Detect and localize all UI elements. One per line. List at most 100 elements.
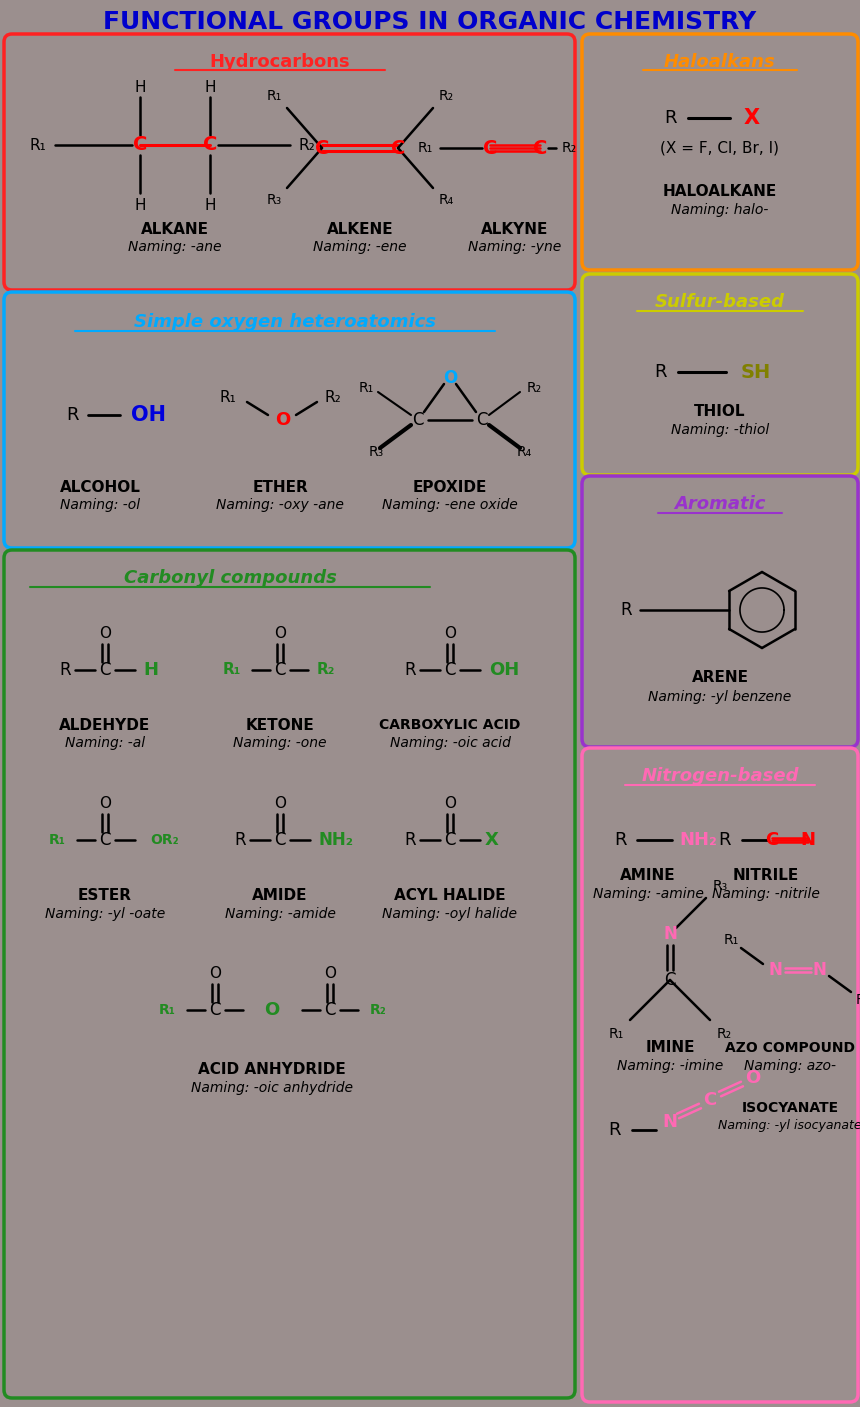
Text: R₁: R₁	[608, 1027, 624, 1041]
Text: R₂: R₂	[856, 993, 860, 1007]
Text: R₁: R₁	[223, 663, 241, 678]
Text: R: R	[614, 832, 626, 848]
Text: O: O	[275, 411, 291, 429]
Text: H: H	[144, 661, 158, 680]
Text: R₁: R₁	[417, 141, 433, 155]
Text: Naming: -imine: Naming: -imine	[617, 1059, 723, 1074]
Text: C: C	[482, 138, 497, 158]
Text: H: H	[134, 80, 145, 94]
Text: X: X	[744, 108, 760, 128]
Text: EPOXIDE: EPOXIDE	[413, 480, 487, 494]
Text: O: O	[444, 626, 456, 642]
Text: C: C	[445, 832, 456, 848]
Text: Naming: -amide: Naming: -amide	[224, 908, 335, 922]
Text: N: N	[662, 1113, 678, 1131]
Text: KETONE: KETONE	[246, 718, 315, 733]
Text: O: O	[746, 1069, 760, 1088]
Text: R₂: R₂	[324, 391, 341, 405]
Text: C: C	[99, 661, 111, 680]
Text: C: C	[274, 832, 286, 848]
Text: R₄: R₄	[439, 193, 453, 207]
Text: C: C	[664, 971, 676, 989]
Text: O: O	[274, 626, 286, 642]
Text: O: O	[99, 796, 111, 812]
Text: R₃: R₃	[368, 445, 384, 459]
Text: R: R	[65, 407, 78, 424]
Text: R₂: R₂	[298, 138, 316, 152]
Text: Naming: -ene: Naming: -ene	[313, 241, 407, 255]
Text: ACID ANHYDRIDE: ACID ANHYDRIDE	[198, 1062, 346, 1078]
Text: N: N	[768, 961, 782, 979]
Text: OH: OH	[131, 405, 165, 425]
Text: O: O	[444, 796, 456, 812]
Text: R: R	[719, 832, 731, 848]
Text: AMINE: AMINE	[620, 868, 676, 884]
Text: Naming: -ene oxide: Naming: -ene oxide	[382, 498, 518, 512]
Text: R₃: R₃	[267, 193, 281, 207]
Text: R₁: R₁	[48, 833, 65, 847]
Text: Simple oxygen heteroatomics: Simple oxygen heteroatomics	[134, 312, 436, 331]
Text: AMIDE: AMIDE	[252, 888, 308, 903]
Text: Naming: -yne: Naming: -yne	[469, 241, 562, 255]
Text: C: C	[203, 135, 218, 155]
Text: R₁: R₁	[267, 89, 281, 103]
Text: OR₂: OR₂	[150, 833, 180, 847]
Text: C: C	[315, 138, 329, 158]
Text: N: N	[663, 924, 677, 943]
Text: Naming: -yl benzene: Naming: -yl benzene	[648, 689, 791, 704]
Text: Aromatic: Aromatic	[674, 495, 765, 514]
Text: C: C	[703, 1090, 716, 1109]
Text: O: O	[274, 796, 286, 812]
Text: AZO COMPOUND: AZO COMPOUND	[725, 1041, 855, 1055]
Text: NH₂: NH₂	[679, 832, 717, 848]
Text: Hydrocarbons: Hydrocarbons	[210, 53, 350, 70]
Text: ETHER: ETHER	[252, 480, 308, 494]
Text: ALKENE: ALKENE	[327, 222, 393, 238]
Text: NITRILE: NITRILE	[733, 868, 799, 884]
Text: Naming: -nitrile: Naming: -nitrile	[712, 886, 820, 900]
Text: ACYL HALIDE: ACYL HALIDE	[394, 888, 506, 903]
Text: OH: OH	[488, 661, 519, 680]
Text: SH: SH	[740, 363, 771, 381]
Text: ALKYNE: ALKYNE	[482, 222, 549, 238]
Text: R₃: R₃	[712, 879, 728, 893]
Text: O: O	[209, 967, 221, 982]
Text: ALKANE: ALKANE	[141, 222, 209, 238]
Text: O: O	[443, 369, 458, 387]
Text: R₁: R₁	[29, 138, 46, 152]
Text: Haloalkans: Haloalkans	[664, 53, 776, 70]
Text: R: R	[59, 661, 71, 680]
Text: (X = F, Cl, Br, I): (X = F, Cl, Br, I)	[660, 141, 779, 156]
Text: Nitrogen-based: Nitrogen-based	[642, 767, 799, 785]
Text: ALDEHYDE: ALDEHYDE	[59, 718, 150, 733]
Text: O: O	[99, 626, 111, 642]
Text: Naming: -yl -oate: Naming: -yl -oate	[45, 908, 165, 922]
Text: ALCOHOL: ALCOHOL	[59, 480, 140, 494]
Text: X: X	[485, 832, 499, 848]
Text: C: C	[324, 1000, 335, 1019]
Text: Naming: azo-: Naming: azo-	[744, 1059, 836, 1074]
Text: Carbonyl compounds: Carbonyl compounds	[124, 568, 336, 587]
Text: R₂: R₂	[439, 89, 453, 103]
Text: R₁: R₁	[158, 1003, 175, 1017]
Text: HALOALKANE: HALOALKANE	[663, 184, 777, 200]
Text: Sulfur-based: Sulfur-based	[655, 293, 785, 311]
Text: Naming: -oyl halide: Naming: -oyl halide	[383, 908, 518, 922]
Text: O: O	[264, 1000, 280, 1019]
Text: C: C	[274, 661, 286, 680]
Text: N: N	[812, 961, 826, 979]
Text: H: H	[134, 197, 145, 212]
Text: R: R	[234, 832, 246, 848]
Text: NH₂: NH₂	[318, 832, 353, 848]
Text: R₂: R₂	[370, 1003, 386, 1017]
Text: O: O	[324, 967, 336, 982]
Text: Naming: -al: Naming: -al	[65, 736, 145, 750]
Text: IMINE: IMINE	[645, 1041, 695, 1055]
Text: R₄: R₄	[516, 445, 531, 459]
Text: Naming: -yl isocyanate: Naming: -yl isocyanate	[718, 1120, 860, 1133]
Text: Naming: -thiol: Naming: -thiol	[671, 424, 769, 438]
Text: R: R	[404, 661, 416, 680]
Text: R: R	[609, 1121, 621, 1140]
Text: N: N	[801, 832, 815, 848]
Text: CARBOXYLIC ACID: CARBOXYLIC ACID	[379, 718, 520, 732]
